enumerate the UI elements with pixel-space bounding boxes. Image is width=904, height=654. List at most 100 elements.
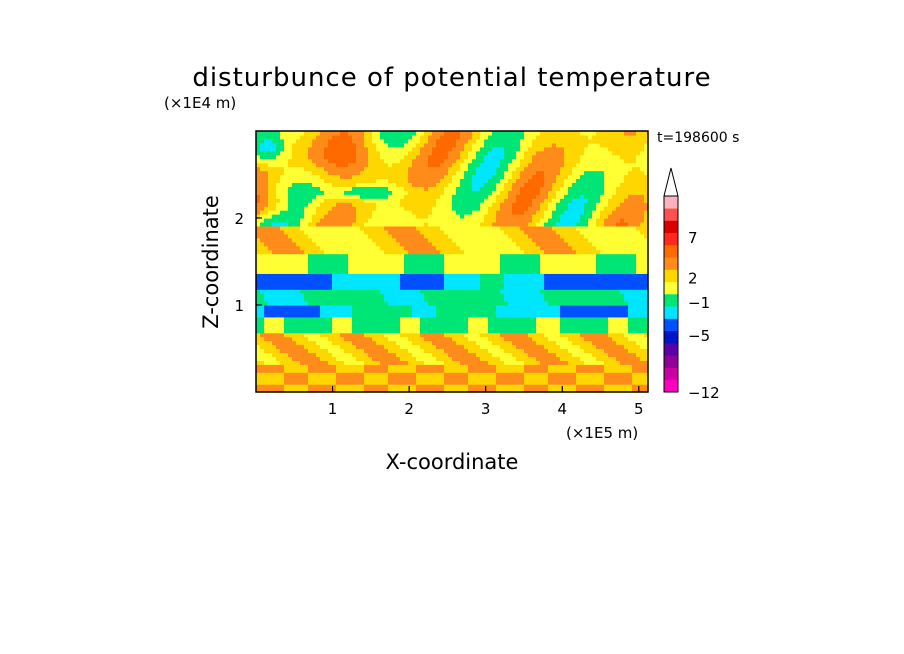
heatmap-cell [400,368,405,373]
heatmap-cell [336,273,341,278]
heatmap-cell [328,218,333,223]
heatmap-cell [256,372,261,377]
heatmap-cell [400,253,405,259]
heatmap-cell [500,225,505,231]
heatmap-cell [260,174,265,180]
heatmap-cell [336,202,341,207]
heatmap-cell [312,312,317,318]
heatmap-cell [456,305,461,310]
heatmap-cell [296,249,301,255]
heatmap-cell [288,210,293,215]
heatmap-cell [292,273,297,278]
heatmap-cell [512,182,517,187]
heatmap-cell [372,186,377,191]
heatmap-cell [544,320,549,326]
heatmap-cell [356,301,361,306]
heatmap-cell [556,273,561,278]
heatmap-cell [468,162,473,168]
heatmap-cell [372,210,377,215]
heatmap-cell [412,348,417,354]
heatmap-cell [440,138,445,144]
heatmap-cell [376,241,381,247]
heatmap-cell [384,388,389,392]
heatmap-cell [292,170,297,176]
heatmap-cell [492,154,497,160]
heatmap-cell [416,273,421,278]
heatmap-cell [292,356,297,361]
heatmap-cell [504,364,509,369]
heatmap-cell [440,285,445,290]
heatmap-cell [548,146,553,152]
heatmap-cell [352,182,357,187]
heatmap-cell [304,308,309,314]
heatmap-cell [492,194,497,199]
heatmap-cell [404,174,409,180]
heatmap-cell [400,162,405,168]
heatmap-cell [528,273,533,278]
heatmap-cell [312,289,317,294]
heatmap-cell [496,174,501,180]
heatmap-cell [380,277,385,282]
heatmap-cell [548,301,553,306]
heatmap-cell [556,241,561,247]
heatmap-cell [468,233,473,239]
heatmap-cell [496,297,501,302]
heatmap-cell [516,131,521,136]
heatmap-cell [300,305,305,310]
heatmap-cell [512,344,517,350]
heatmap-cell [504,233,509,239]
heatmap-cell [484,261,489,267]
heatmap-cell [328,229,333,235]
heatmap-cell [320,170,325,176]
heatmap-cell [496,178,501,183]
heatmap-cell [548,178,553,183]
heatmap-cell [432,376,437,381]
heatmap-cell [276,253,281,259]
heatmap-cell [516,289,521,294]
heatmap-cell [552,218,557,223]
heatmap-cell [360,364,365,369]
heatmap-cell [280,221,285,227]
heatmap-cell [280,368,285,373]
heatmap-cell [532,372,537,377]
heatmap-cell [544,202,549,207]
heatmap-cell [392,138,397,144]
heatmap-cell [408,261,413,267]
heatmap-cell [416,134,421,140]
heatmap-cell [432,142,437,148]
heatmap-cell [292,190,297,195]
heatmap-cell [452,320,457,326]
heatmap-cell [496,301,501,306]
heatmap-cell [404,146,409,152]
heatmap-cell [388,202,393,207]
heatmap-cell [304,316,309,322]
heatmap-cell [540,166,545,172]
heatmap-cell [260,257,265,263]
heatmap-cell [304,305,309,310]
heatmap-cell [332,150,337,156]
heatmap-cell [404,285,409,290]
heatmap-cell [400,273,405,278]
heatmap-cell [276,218,281,223]
heatmap-cell [264,221,269,227]
heatmap-cell [416,182,421,187]
heatmap-cell [428,194,433,199]
heatmap-cell [264,194,269,199]
heatmap-cell [408,265,413,270]
heatmap-cell [392,158,397,164]
heatmap-cell [268,297,273,302]
heatmap-cell [524,146,529,152]
heatmap-cell [308,237,313,243]
heatmap-cell [516,376,521,381]
heatmap-cell [504,210,509,215]
heatmap-cell [372,245,377,251]
heatmap-cell [448,376,453,381]
heatmap-cell [496,190,501,195]
heatmap-cell [332,182,337,187]
heatmap-cell [384,277,389,282]
heatmap-cell [504,229,509,235]
heatmap-cell [444,178,449,183]
heatmap-cell [556,384,561,389]
heatmap-cell [308,146,313,152]
heatmap-cell [524,178,529,183]
